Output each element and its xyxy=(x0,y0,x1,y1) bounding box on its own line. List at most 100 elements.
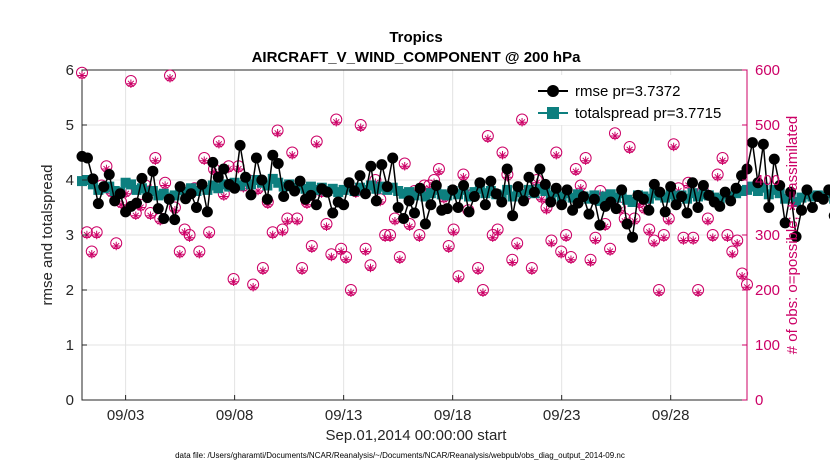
totalspread-point xyxy=(769,184,780,195)
x-tick-label: 09/03 xyxy=(107,407,145,424)
rmse-point xyxy=(190,202,202,213)
rmse-point xyxy=(87,173,99,185)
rmse-point xyxy=(447,184,459,196)
rmse-point xyxy=(261,193,273,205)
obs-assimilated-marker xyxy=(542,206,551,215)
obs-assimilated-marker xyxy=(390,217,400,226)
rmse-point xyxy=(714,200,726,212)
obs-assimilated-marker xyxy=(214,140,224,149)
totalspread-point xyxy=(180,187,191,198)
y-tick-label: 6 xyxy=(66,62,74,79)
obs-assimilated-marker xyxy=(151,156,160,165)
rmse-point xyxy=(485,175,497,187)
obs-assimilated-marker xyxy=(121,189,131,198)
obs-assimilated-marker xyxy=(708,233,717,242)
rmse-point xyxy=(158,213,170,224)
rmse-point xyxy=(207,156,219,168)
obs-assimilated-marker xyxy=(219,192,229,201)
rmse-point xyxy=(349,185,361,197)
rmse-point xyxy=(234,139,246,151)
obs-assimilated-marker xyxy=(102,164,111,174)
obs-assimilated-marker xyxy=(307,244,317,253)
obs-assimilated-marker xyxy=(571,167,581,176)
rmse-point xyxy=(468,191,480,202)
obs-assimilated-marker xyxy=(263,200,273,209)
obs-assimilated-marker xyxy=(527,266,537,275)
rmse-point xyxy=(681,207,693,219)
obs-assimilated-marker xyxy=(278,228,287,237)
rmse-point xyxy=(131,197,143,209)
totalspread-point xyxy=(692,191,703,202)
x-tick-label: 09/28 xyxy=(652,407,690,424)
totalspread-point xyxy=(518,189,529,200)
obs-assimilated-marker xyxy=(737,272,747,281)
rmse-point xyxy=(594,219,606,231)
rmse-point xyxy=(458,180,470,191)
totalspread-point xyxy=(267,173,278,184)
totalspread-point xyxy=(474,183,485,194)
rmse-point xyxy=(141,192,153,204)
obs-assimilated-marker xyxy=(610,131,620,141)
obs-assimilated-marker xyxy=(322,222,331,231)
rmse-point xyxy=(398,213,410,224)
y-tick-label: 1 xyxy=(66,337,74,354)
obs-assimilated-marker xyxy=(689,236,698,245)
x-tick-label: 09/08 xyxy=(216,407,254,424)
totalspread-point xyxy=(333,187,344,198)
totalspread-point xyxy=(147,186,158,196)
rmse-point xyxy=(272,158,284,169)
obs-assimilated-marker xyxy=(292,217,302,226)
totalspread-point xyxy=(120,177,131,188)
rmse-point xyxy=(692,202,704,213)
rmse-point xyxy=(588,193,600,205)
rmse-point xyxy=(763,202,775,213)
rmse-point xyxy=(430,180,442,191)
obs-assimilated-marker xyxy=(400,162,409,171)
totalspread-point xyxy=(573,189,584,200)
totalspread-point xyxy=(153,190,164,201)
rmse-point xyxy=(81,152,93,164)
rmse-point xyxy=(414,182,426,194)
obs-assimilated-marker xyxy=(283,217,292,226)
obs-assimilated-marker xyxy=(552,151,561,160)
totalspread-point xyxy=(747,181,758,192)
obs-assimilated-marker xyxy=(77,71,87,80)
totalspread-point xyxy=(442,190,453,201)
rmse-point xyxy=(267,149,279,161)
totalspread-point xyxy=(131,184,142,195)
obs-assimilated-marker xyxy=(112,241,121,251)
y-tick-label: 4 xyxy=(66,172,74,189)
rmse-point xyxy=(648,178,660,190)
totalspread-point xyxy=(660,192,671,203)
rmse-point xyxy=(289,185,301,197)
rmse-point xyxy=(321,186,333,198)
totalspread-point xyxy=(136,183,147,194)
totalspread-point xyxy=(235,180,246,191)
obs-assimilated-marker xyxy=(356,123,365,132)
x-tick-label: 09/18 xyxy=(434,407,472,424)
obs-assimilated-marker xyxy=(444,244,453,253)
totalspread-point xyxy=(262,180,273,191)
rmse-point xyxy=(686,177,698,189)
totalspread-point xyxy=(605,189,616,200)
obs-assimilated-marker xyxy=(703,217,713,226)
rmse-point xyxy=(409,207,420,219)
obs-assimilated-marker xyxy=(449,228,458,237)
totalspread-point xyxy=(436,189,447,200)
totalspread-point xyxy=(311,184,322,195)
rmse-point xyxy=(196,178,208,190)
obs-assimilated-marker xyxy=(302,200,312,209)
totalspread-point xyxy=(763,189,774,200)
legend-rmse-marker xyxy=(547,85,559,97)
totalspread-point xyxy=(687,188,698,199)
rmse-point xyxy=(212,171,224,183)
obs-assimilated-marker xyxy=(116,200,126,209)
rmse-point xyxy=(654,186,666,198)
totalspread-point xyxy=(682,193,693,204)
rmse-point xyxy=(278,191,290,202)
totalspread-point xyxy=(714,193,725,204)
obs-assimilated-marker xyxy=(561,233,571,242)
obs-assimilated-marker xyxy=(268,230,277,240)
obs-assimilated-marker xyxy=(327,252,336,262)
rmse-point xyxy=(665,181,677,193)
